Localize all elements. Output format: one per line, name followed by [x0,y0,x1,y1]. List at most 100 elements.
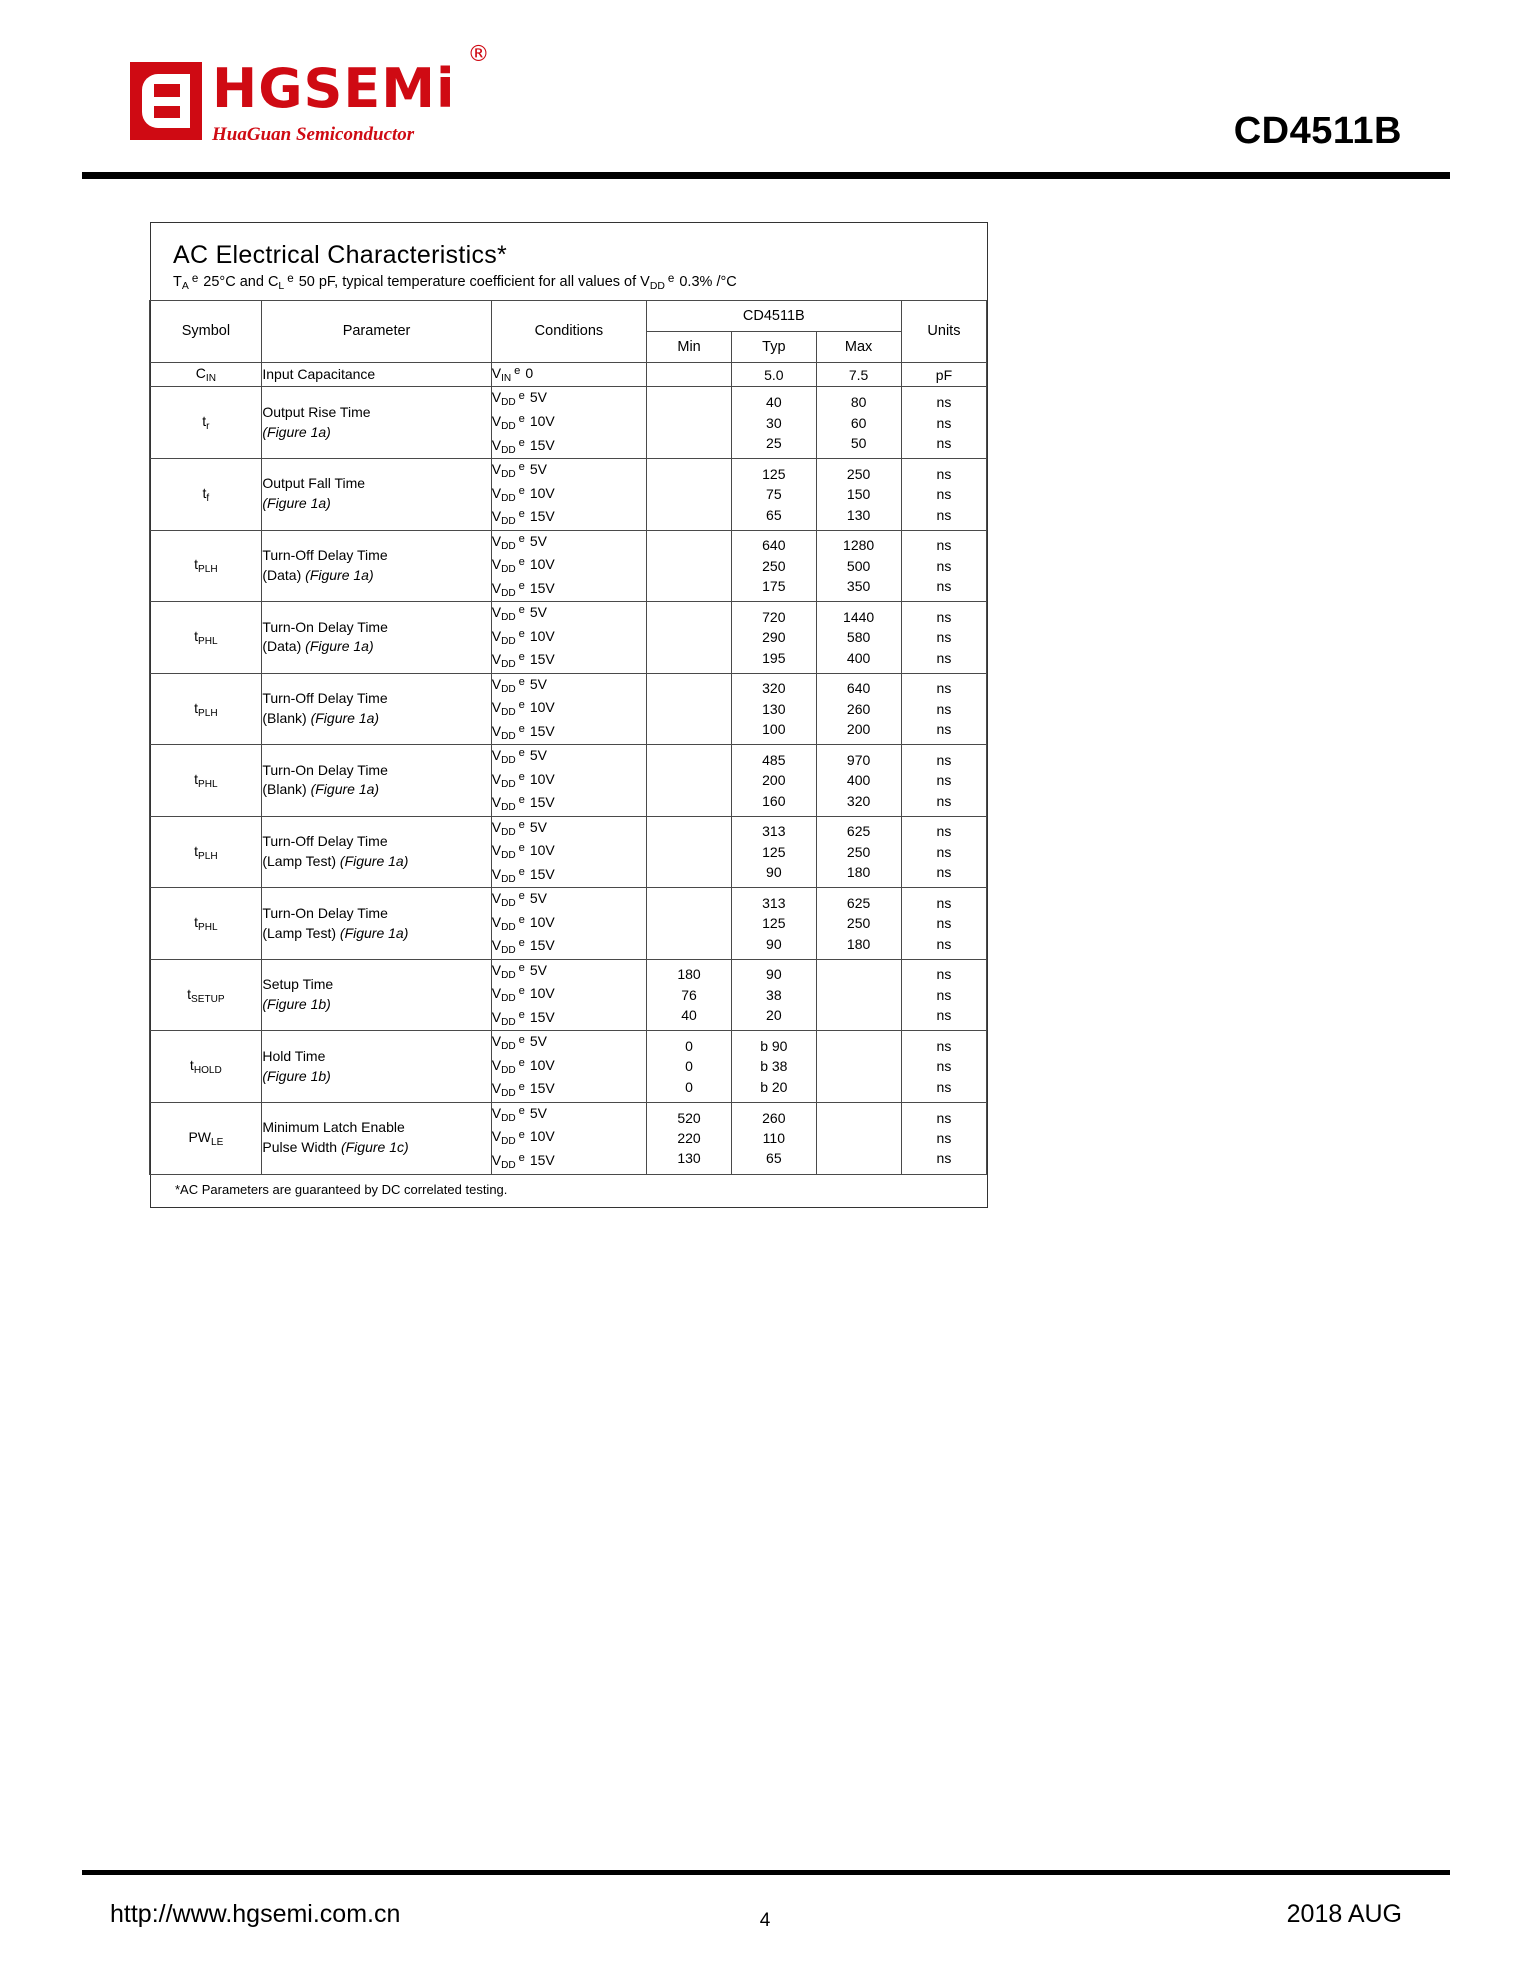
cell-symbol: tSETUP [149,958,263,1032]
cell-typ: 90 38 20 [730,958,817,1032]
cell-max: 7.5 [815,361,902,388]
cell-parameter: Turn-On Delay Time (Data) (Figure 1a) [261,601,492,674]
subtitle-cap: 50 pF, typical temperature coefficient f… [298,274,650,291]
table-row: tSETUP Setup Time (Figure 1b) VDDe 5V VDDe 10V… [149,958,988,1032]
cell-conditions: VDDe 5V VDDe 10V VDDe 15V [490,529,648,603]
cell-max [815,1030,902,1103]
cell-typ: 485 200 160 [730,744,817,817]
table-row: CIN Input Capacitance VINe 0 5.0 7.5 pF [149,361,988,388]
cell-symbol: tPLH [149,529,263,603]
cell-max: 970 400 320 [815,744,902,817]
cell-parameter: Hold Time (Figure 1b) [261,1030,492,1103]
subtitle-temp: 25 [203,274,220,291]
subtitle-coeff: 0.3% /°C [679,274,737,291]
cell-min [646,672,732,746]
subtitle-cl-sub: L [278,280,285,292]
cell-parameter: Output Rise Time (Figure 1a) [261,386,492,460]
header-row-2: Min Typ Max [150,330,987,363]
subtitle-ta: T [173,274,182,291]
table-row: tf Output Fall Time (Figure 1a) VDDe 5V VDDe 1… [149,458,988,531]
table-row: tPHL Turn-On Delay Time (Blank) (Figure 1a… [149,744,988,817]
header-divider [82,172,1450,179]
cell-units: ns ns ns [900,529,988,603]
cell-parameter: Input Capacitance [261,361,492,388]
cell-max: 640 260 200 [815,672,902,746]
cell-units: ns ns ns [900,744,988,817]
cell-max: 250 150 130 [815,458,902,531]
cell-min [646,361,732,388]
cell-conditions: VDDe 5V VDDe 10V VDDe 15V [490,1030,648,1103]
table-title: AC Electrical Characteristics* [173,241,508,269]
col-header-device: CD4511B [646,299,902,332]
table-row: tPLH Turn-Off Delay Time (Blank) (Figure 1… [149,672,988,746]
cell-typ: 313 125 90 [730,887,817,960]
cell-typ: b 90 b 38 b 20 [730,1030,817,1103]
page-title: CD4511B [1233,110,1402,152]
cell-symbol: tPHL [149,744,263,817]
cell-conditions: VDDe 5V VDDe 10V VDDe 15V [490,815,648,889]
cell-typ: 313 125 90 [730,815,817,889]
cell-max [815,1101,902,1175]
cell-units: ns ns ns [900,386,988,460]
table-row: tPHL Turn-On Delay Time (Data) (Figure 1a)… [149,601,988,674]
logo-subtitle: HuaGuan Semiconductor [212,124,415,145]
cell-parameter: Minimum Latch Enable Pulse Width (Figure … [261,1101,492,1175]
subtitle-eq-1: e [191,272,199,285]
cell-max: 1280 500 350 [815,529,902,603]
cell-parameter: Turn-On Delay Time (Lamp Test) (Figure 1a… [261,887,492,960]
cell-min [646,887,732,960]
cell-min [646,744,732,817]
cell-units: pF [900,361,988,388]
footer-website-link[interactable]: http://www.hgsemi.com.cn [110,1900,401,1928]
subtitle-eq-3: e [667,272,675,285]
cell-symbol: tPLH [149,815,263,889]
cell-max: 80 60 50 [815,386,902,460]
company-logo: HGSEMi ® HuaGuan Semiconductor [130,42,490,146]
cell-parameter: Turn-Off Delay Time (Data) (Figure 1a) [261,529,492,603]
logo-text: HGSEMi ® HuaGuan Semiconductor [212,42,490,146]
cell-units: ns ns ns [900,1030,988,1103]
subtitle-eq-2: e [287,272,294,285]
col-header-min: Min [646,330,732,363]
cell-typ: 40 30 25 [730,386,817,460]
hgsemi-mark-icon [130,62,202,140]
cell-min [646,601,732,674]
table-row: tPLH Turn-Off Delay Time (Data) (Figure 1a… [149,529,988,603]
registered-trademark-icon: ® [467,42,490,67]
table-row: PWLE Minimum Latch Enable Pulse Width (Fig… [149,1101,988,1175]
cell-conditions: VDDe 5V VDDe 10V VDDe 15V [490,672,648,746]
cell-typ: 640 250 175 [730,529,817,603]
col-header-max: Max [815,330,902,363]
cell-max: 1440 580 400 [815,601,902,674]
cell-conditions: VDDe 5V VDDe 10V VDDe 15V [490,887,648,960]
col-header-units: Units [900,299,988,363]
cell-parameter: Turn-Off Delay Time (Blank) (Figure 1a) [261,672,492,746]
cell-typ: 320 130 100 [730,672,817,746]
cell-units: ns ns ns [900,815,988,889]
col-header-symbol: Symbol [149,299,263,363]
page-header: HGSEMi ® HuaGuan Semiconductor CD4511B [0,0,1530,215]
page-footer: http://www.hgsemi.com.cn 4 2018 AUG [0,1860,1530,1980]
cell-parameter: Setup Time (Figure 1b) [261,958,492,1032]
cell-min [646,458,732,531]
cell-parameter: Output Fall Time (Figure 1a) [261,458,492,531]
col-header-conditions: Conditions [490,299,648,363]
subtitle-ta-sub: A [181,280,189,292]
table-row: tHOLD Hold Time (Figure 1b) VDDe 5V VDDe 10V VD… [149,1030,988,1103]
cell-symbol: tPLH [149,672,263,746]
subtitle-vdd-sub: DD [649,280,665,292]
cell-symbol: CIN [149,361,263,388]
cell-min [646,815,732,889]
cell-conditions: VDDe 5V VDDe 10V VDDe 15V [490,958,648,1032]
cell-units: ns ns ns [900,458,988,531]
cell-typ: 260 110 65 [730,1101,817,1175]
cell-conditions: VDDe 5V VDDe 10V VDDe 15V [490,1101,648,1175]
table-row: tPHL Turn-On Delay Time (Lamp Test) (Figur… [149,887,988,960]
cell-conditions: VINe 0 [490,361,648,388]
table-body: CIN Input Capacitance VINe 0 5.0 7.5 pF tr Outp… [149,361,988,1175]
table-row: tr Output Rise Time (Figure 1a) VDDe 5V VDDe 1… [149,386,988,460]
cell-min [646,386,732,460]
cell-conditions: VDDe 5V VDDe 10V VDDe 15V [490,458,648,531]
header-row-1: Symbol Parameter Conditions CD4511B Unit… [149,299,988,363]
